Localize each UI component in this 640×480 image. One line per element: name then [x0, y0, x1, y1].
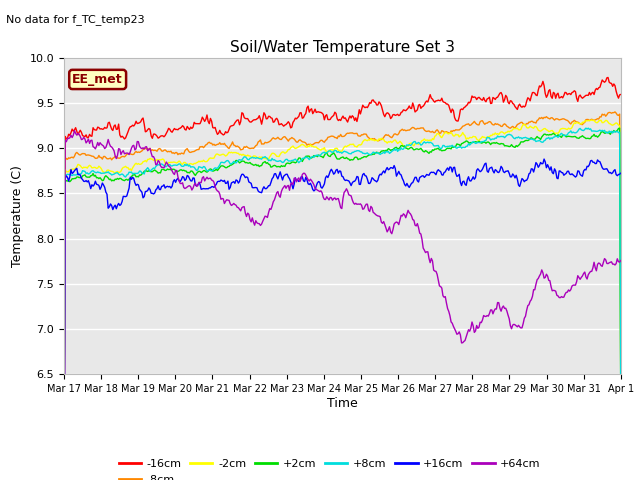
+2cm	[60, 439, 68, 444]
+2cm	[234, 158, 241, 164]
+2cm	[617, 404, 625, 410]
-2cm	[399, 141, 406, 147]
+64cm	[70, 128, 78, 133]
+8cm	[469, 139, 477, 144]
Line: +64cm: +64cm	[64, 131, 621, 480]
-8cm	[399, 126, 406, 132]
+64cm	[617, 258, 625, 264]
+8cm	[566, 130, 573, 135]
+64cm	[470, 330, 478, 336]
-8cm	[611, 109, 619, 115]
-16cm	[566, 91, 573, 96]
+8cm	[60, 436, 68, 442]
-16cm	[604, 74, 612, 80]
-8cm	[234, 143, 241, 149]
-16cm	[469, 95, 477, 100]
Legend: -16cm, -8cm, -2cm, +2cm, +8cm, +16cm, +64cm: -16cm, -8cm, -2cm, +2cm, +8cm, +16cm, +6…	[114, 455, 545, 480]
-8cm	[372, 137, 380, 143]
Line: -2cm: -2cm	[64, 120, 621, 433]
-8cm	[566, 120, 573, 126]
-8cm	[295, 138, 303, 144]
+16cm	[567, 172, 575, 178]
+8cm	[295, 160, 303, 166]
Line: +8cm: +8cm	[64, 128, 621, 439]
X-axis label: Time: Time	[327, 397, 358, 410]
+8cm	[234, 159, 241, 165]
-2cm	[60, 431, 68, 436]
-2cm	[566, 126, 573, 132]
-2cm	[588, 117, 596, 123]
-8cm	[469, 120, 477, 126]
-16cm	[372, 99, 380, 105]
+16cm	[469, 174, 477, 180]
+8cm	[617, 408, 625, 413]
-16cm	[399, 109, 406, 115]
+16cm	[399, 176, 406, 181]
Line: -16cm: -16cm	[64, 77, 621, 480]
-16cm	[234, 117, 241, 123]
Line: +2cm: +2cm	[64, 128, 621, 442]
+8cm	[582, 125, 590, 131]
+2cm	[566, 133, 573, 139]
Text: EE_met: EE_met	[72, 73, 123, 86]
+64cm	[373, 213, 381, 218]
Line: +16cm: +16cm	[64, 159, 621, 480]
+16cm	[617, 170, 625, 176]
Text: No data for f_TC_temp23: No data for f_TC_temp23	[6, 14, 145, 25]
-2cm	[295, 144, 303, 149]
+16cm	[234, 178, 241, 183]
+2cm	[399, 143, 406, 149]
Y-axis label: Temperature (C): Temperature (C)	[11, 165, 24, 267]
+64cm	[296, 179, 304, 184]
+64cm	[399, 211, 407, 216]
-2cm	[469, 133, 477, 139]
+2cm	[616, 125, 623, 131]
+16cm	[295, 179, 303, 184]
+2cm	[295, 155, 303, 161]
-2cm	[617, 402, 625, 408]
Line: -8cm: -8cm	[64, 112, 621, 427]
+8cm	[399, 146, 406, 152]
-16cm	[617, 92, 625, 97]
-8cm	[60, 424, 68, 430]
-8cm	[617, 393, 625, 399]
+8cm	[372, 150, 380, 156]
+2cm	[372, 150, 380, 156]
-16cm	[295, 113, 303, 119]
+16cm	[372, 178, 380, 184]
+64cm	[234, 205, 242, 211]
-2cm	[234, 150, 241, 156]
+64cm	[567, 287, 575, 292]
Title: Soil/Water Temperature Set 3: Soil/Water Temperature Set 3	[230, 40, 455, 55]
-2cm	[372, 138, 380, 144]
+2cm	[469, 140, 477, 145]
+16cm	[540, 156, 548, 162]
